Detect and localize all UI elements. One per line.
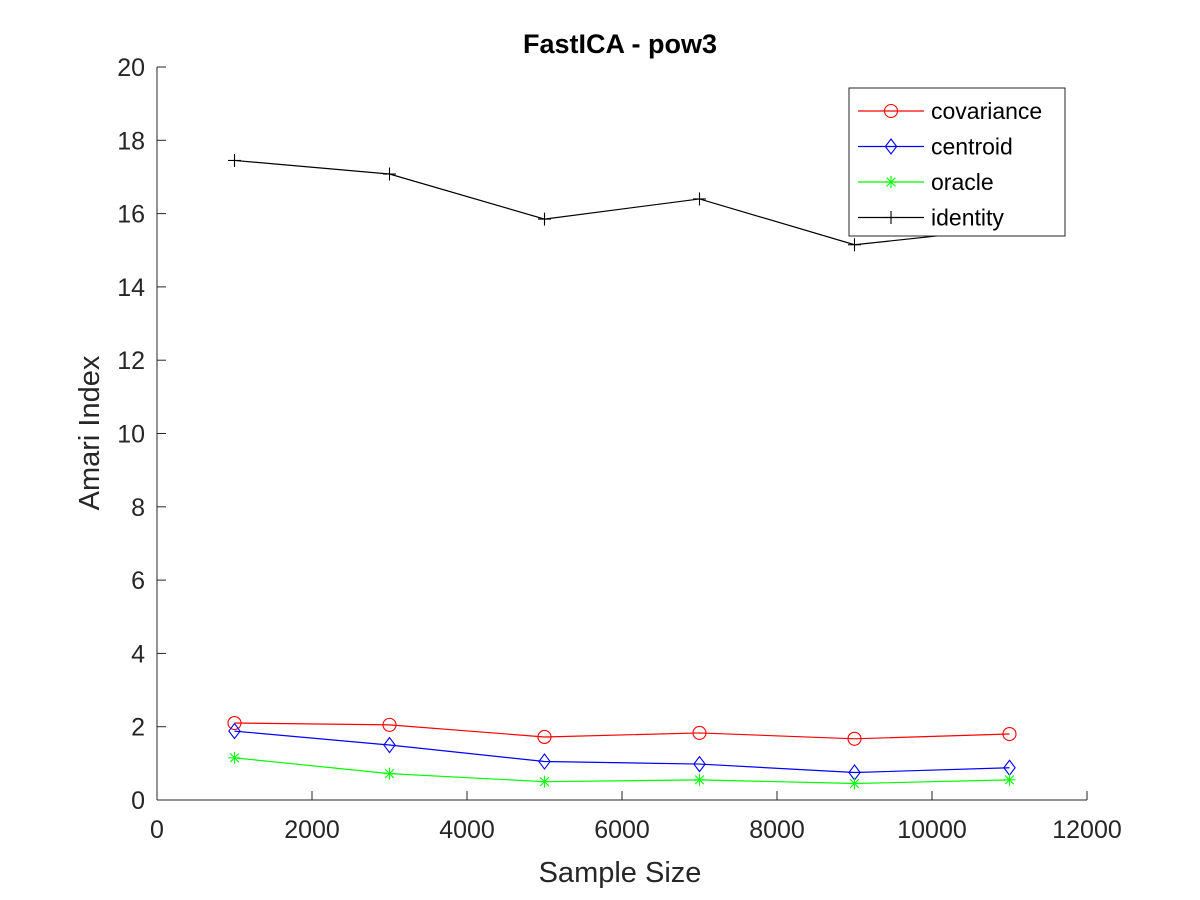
data-point-centroid	[538, 753, 551, 770]
axes: 0 2000 4000 6000 8000 10000 12000 0 2 4 6 8 10 12 14 16…	[117, 54, 1122, 844]
data-point-identity	[538, 212, 551, 226]
legend-item-centroid: centroid	[858, 134, 1013, 160]
data-point-oracle	[693, 773, 706, 786]
data-point-covariance	[537, 729, 552, 745]
legend-marker	[885, 176, 897, 188]
data-point-oracle	[228, 751, 241, 764]
y-tick-label: 14	[117, 274, 145, 302]
data-point-oracle	[538, 775, 551, 788]
x-axis-label: Sample Size	[539, 857, 702, 889]
y-tick-label: 8	[131, 494, 145, 522]
legend-marker	[884, 211, 898, 224]
y-axis-label: Amari Index	[74, 355, 106, 510]
x-tick-label: 8000	[749, 816, 805, 844]
series-line-identity	[234, 159, 1010, 246]
y-tick-label: 20	[117, 54, 145, 82]
y-tick-label: 12	[117, 347, 145, 375]
legend-label: oracle	[931, 169, 994, 195]
y-tick-label: 6	[131, 567, 145, 595]
y-tick-label: 10	[117, 421, 145, 449]
legend-item-identity: identity	[858, 205, 1004, 231]
series-covariance	[227, 715, 1017, 746]
legend-label: centroid	[931, 134, 1013, 160]
x-tick-label: 6000	[594, 816, 650, 844]
series-line-centroid	[234, 730, 1010, 774]
x-tick-label: 4000	[439, 816, 495, 844]
data-point-identity	[228, 153, 241, 167]
x-tick-label: 0	[150, 816, 164, 844]
x-tick-label: 10000	[897, 816, 967, 844]
x-tick-label: 2000	[284, 816, 340, 844]
data-point-covariance	[847, 731, 862, 746]
y-tick-label: 16	[117, 201, 145, 229]
legend-item-oracle: oracle	[858, 169, 994, 195]
y-tick-label: 18	[117, 127, 145, 155]
data-point-centroid	[228, 722, 241, 740]
series-layer	[227, 153, 1017, 790]
data-point-covariance	[1002, 726, 1017, 742]
legend-marker	[883, 103, 899, 119]
y-tick-label: 4	[131, 640, 145, 668]
series-line-covariance	[234, 722, 1010, 740]
y-tick-label: 2	[131, 714, 145, 742]
legend: covariance centroid oracle identity	[848, 87, 1066, 237]
data-point-identity	[383, 167, 396, 181]
data-point-oracle	[1003, 773, 1016, 786]
data-point-centroid	[383, 736, 396, 754]
y-tick-label: 0	[131, 787, 145, 815]
data-point-identity	[848, 238, 861, 252]
x-tick-label: 12000	[1052, 816, 1122, 844]
series-line-oracle	[234, 757, 1010, 785]
data-point-covariance	[692, 725, 707, 740]
legend-label: covariance	[931, 98, 1042, 124]
series-oracle	[228, 751, 1016, 790]
data-point-covariance	[382, 717, 397, 732]
data-point-identity	[693, 192, 706, 206]
legend-label: identity	[931, 205, 1004, 231]
data-point-oracle	[848, 777, 861, 790]
data-point-covariance	[227, 715, 242, 731]
data-point-oracle	[383, 767, 396, 780]
chart-title: FastICA - pow3	[523, 29, 717, 59]
data-point-centroid	[693, 755, 706, 773]
legend-marker	[884, 138, 898, 155]
legend-item-covariance: covariance	[858, 98, 1042, 124]
